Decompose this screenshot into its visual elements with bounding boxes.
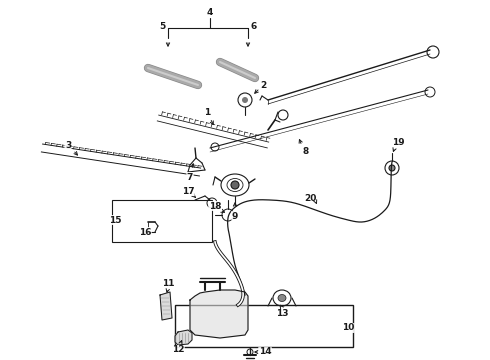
Text: 18: 18 — [209, 202, 221, 211]
Ellipse shape — [278, 294, 286, 302]
Text: 16: 16 — [139, 228, 151, 237]
Circle shape — [231, 181, 239, 189]
Text: 9: 9 — [232, 212, 238, 220]
Polygon shape — [190, 290, 248, 338]
Text: 13: 13 — [276, 310, 288, 319]
Text: 20: 20 — [304, 194, 316, 202]
Polygon shape — [160, 292, 172, 320]
Text: 10: 10 — [342, 324, 354, 333]
Text: 11: 11 — [162, 279, 174, 288]
Circle shape — [242, 97, 248, 103]
Text: 7: 7 — [187, 172, 193, 181]
Text: 8: 8 — [303, 147, 309, 156]
Text: 3: 3 — [65, 140, 71, 149]
Circle shape — [389, 165, 395, 171]
Text: 14: 14 — [259, 347, 271, 356]
Text: 17: 17 — [182, 186, 195, 195]
Polygon shape — [175, 330, 192, 345]
Text: 19: 19 — [392, 138, 404, 147]
Text: 15: 15 — [109, 216, 121, 225]
Text: 2: 2 — [260, 81, 266, 90]
Text: 4: 4 — [207, 8, 213, 17]
Text: 1: 1 — [204, 108, 210, 117]
Text: 12: 12 — [172, 346, 184, 355]
Text: 5: 5 — [159, 22, 165, 31]
Text: 6: 6 — [251, 22, 257, 31]
